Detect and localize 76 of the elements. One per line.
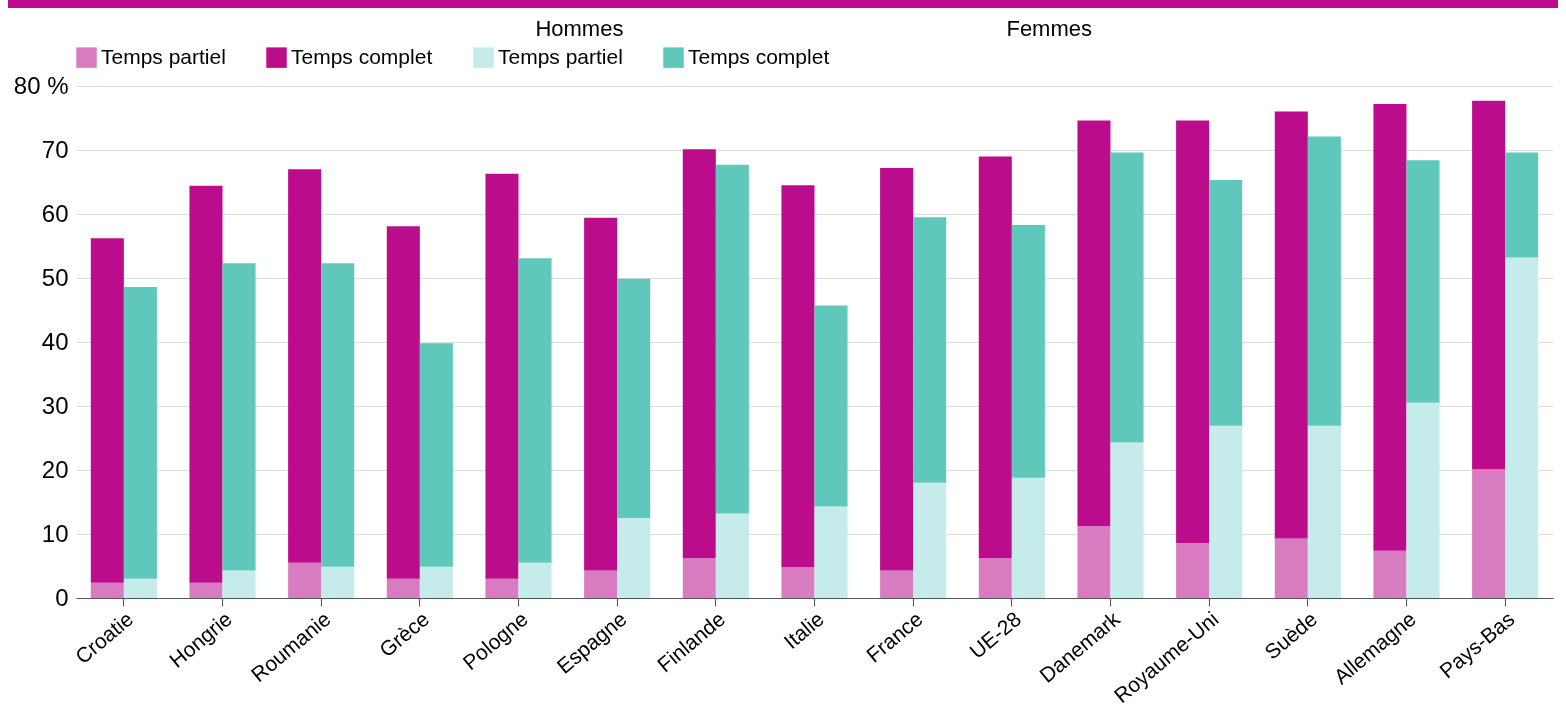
bar (321, 263, 355, 567)
text: Hommes (535, 16, 624, 42)
y-tick-label: 0 (55, 583, 69, 611)
bar (1406, 402, 1440, 598)
bar (1505, 152, 1539, 258)
legend-label: Temps complet (291, 44, 433, 68)
legend-label: Temps complet (688, 44, 830, 68)
bar (1077, 120, 1111, 527)
bar (814, 305, 848, 507)
bar (288, 562, 322, 598)
bar (1274, 538, 1308, 598)
bar (880, 570, 914, 598)
bar (90, 582, 124, 598)
bar (485, 578, 519, 598)
y-tick-label: 70 (41, 135, 69, 163)
bar (913, 482, 947, 598)
text: Femmes (1006, 16, 1092, 42)
bar (880, 167, 914, 571)
bar (781, 567, 815, 598)
bar (90, 238, 124, 583)
y-tick-label: 50 (41, 263, 69, 291)
bar (321, 566, 355, 598)
bar (1110, 152, 1144, 443)
y-tick-label: 80 % (13, 71, 69, 99)
bar (189, 582, 223, 598)
bar (1505, 257, 1539, 598)
bar (419, 566, 453, 598)
bar (222, 263, 256, 571)
y-tick-label: 40 (41, 327, 69, 355)
bar (518, 562, 552, 598)
bar (123, 578, 157, 598)
bar (913, 217, 947, 483)
bar (386, 226, 420, 579)
legend-label: Temps partiel (101, 44, 226, 68)
bar (1011, 224, 1045, 478)
bar (1209, 425, 1243, 598)
bar (715, 513, 749, 598)
bar (1373, 103, 1407, 551)
bar (1209, 180, 1243, 426)
y-tick-label: 10 (41, 519, 69, 547)
bar (1307, 425, 1341, 598)
bar (584, 570, 618, 598)
bar (1077, 526, 1111, 598)
bar (1472, 100, 1506, 470)
y-tick-label: 20 (41, 455, 69, 483)
bar (1373, 550, 1407, 598)
bar (814, 506, 848, 598)
bar (978, 558, 1012, 598)
bar (485, 173, 519, 579)
bar (978, 156, 1012, 559)
bar (781, 185, 815, 568)
bar (682, 149, 716, 559)
bar (715, 164, 749, 514)
y-tick-label: 30 (41, 391, 69, 419)
bar (123, 286, 157, 579)
bar (1472, 469, 1506, 598)
bar (584, 217, 618, 571)
bar (222, 570, 256, 598)
x-tick-label: Italie (779, 606, 828, 654)
bar (1274, 111, 1308, 539)
bar (1176, 120, 1210, 543)
bar (617, 278, 651, 518)
bar (386, 578, 420, 598)
bar (617, 518, 651, 598)
bar (1110, 442, 1144, 598)
bar (288, 169, 322, 563)
bar (1406, 160, 1440, 403)
y-tick-label: 60 (41, 199, 69, 227)
bar (518, 258, 552, 563)
bar (419, 343, 453, 567)
bar (1307, 136, 1341, 426)
legend-label: Temps partiel (498, 44, 623, 68)
bar (1011, 477, 1045, 598)
bar (1176, 542, 1210, 598)
bar (189, 185, 223, 583)
bar (682, 558, 716, 598)
